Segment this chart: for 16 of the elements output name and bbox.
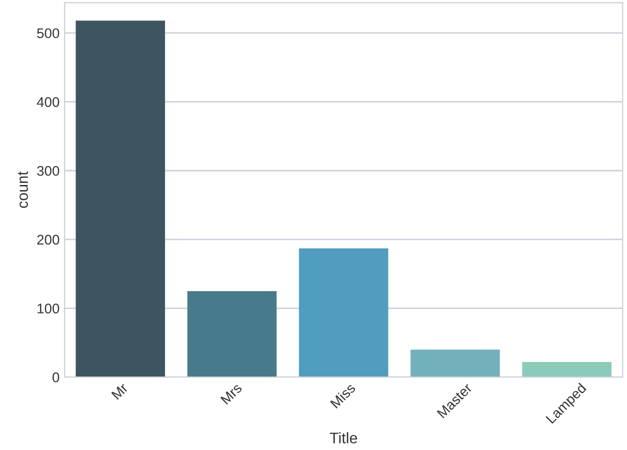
y-tick-label: 100 bbox=[38, 304, 60, 314]
bar bbox=[410, 350, 500, 378]
x-tick-label: Miss bbox=[330, 382, 356, 409]
y-tick-label: 500 bbox=[37, 28, 60, 38]
bar bbox=[76, 20, 166, 378]
x-axis-title: Title bbox=[330, 432, 358, 444]
bar bbox=[187, 291, 277, 378]
x-tick-label: Mr bbox=[111, 382, 128, 400]
y-axis-title: count bbox=[18, 171, 28, 208]
y-tick-label: 300 bbox=[37, 166, 60, 176]
bar bbox=[298, 248, 388, 378]
bar bbox=[522, 362, 612, 378]
y-tick-label: 200 bbox=[37, 234, 60, 245]
y-tick-label: 0 bbox=[52, 372, 60, 382]
x-tick-label: Mrs bbox=[220, 382, 242, 405]
y-tick-label: 400 bbox=[36, 97, 60, 107]
